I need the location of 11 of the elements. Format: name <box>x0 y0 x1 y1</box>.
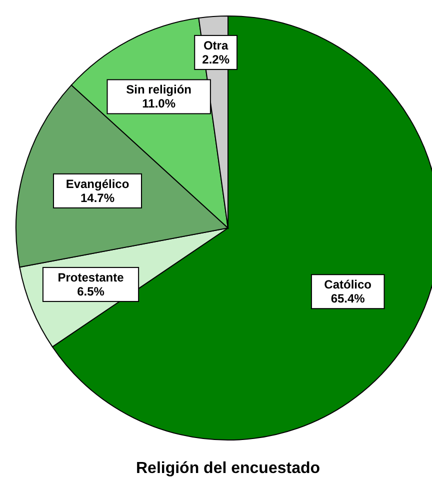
data-label: 65.4% <box>330 292 366 306</box>
slice-label: Otra <box>203 38 228 52</box>
slice-label: Evangélico <box>66 176 130 191</box>
slice-label: Católico <box>324 278 372 292</box>
data-label: 14.7% <box>80 190 115 205</box>
data-label: 6.5% <box>77 284 105 298</box>
data-label: 11.0% <box>142 96 176 111</box>
text: Religión del encuestado <box>136 460 320 477</box>
slice-label: Protestante <box>58 270 124 284</box>
slice-label: Sin religión <box>126 82 192 97</box>
data-label: 2.2% <box>202 52 230 66</box>
